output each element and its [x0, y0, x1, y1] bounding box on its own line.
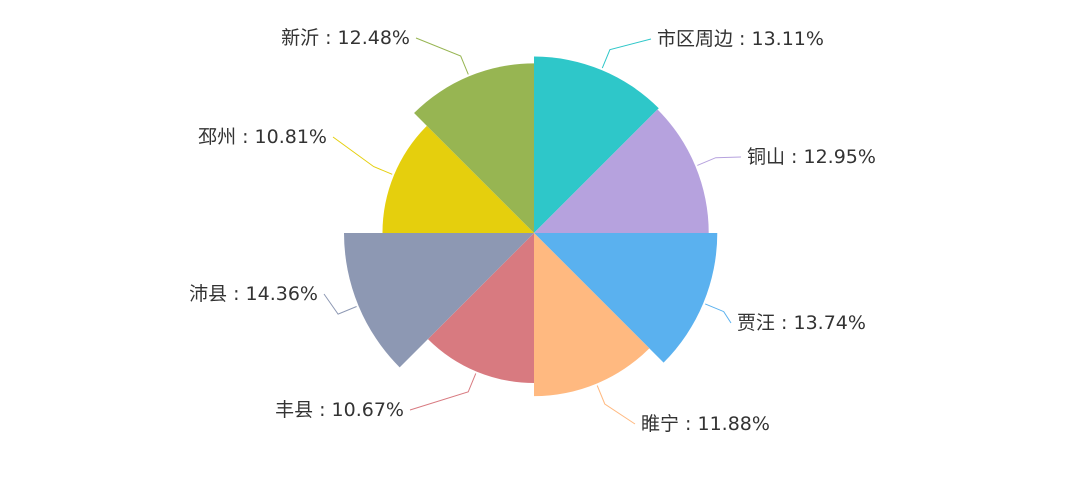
slice-label-3: 贾汪 : 13.74% — [737, 312, 866, 334]
leader-line-5 — [409, 373, 477, 411]
slice-5[interactable] — [427, 233, 534, 383]
leader-line-6 — [323, 293, 357, 315]
leader-line-8 — [415, 37, 469, 75]
slice-label-4: 睢宁 : 11.88% — [641, 413, 770, 435]
leader-line-1 — [601, 38, 652, 69]
labels-group: 市区周边 : 13.11% 铜山 : 12.95% 贾汪 : 13.74% 睢宁 : … — [189, 27, 876, 435]
slice-label-5: 丰县 : 10.67% — [275, 399, 404, 421]
slice-8[interactable] — [414, 63, 534, 233]
slice-label-6: 沛县 : 14.36% — [189, 283, 318, 305]
slice-7[interactable] — [382, 125, 534, 233]
slice-label-7: 邳州 : 10.81% — [198, 126, 327, 148]
slice-3[interactable] — [534, 233, 718, 363]
slice-6[interactable] — [344, 233, 534, 368]
slice-label-2: 铜山 : 12.95% — [747, 146, 876, 168]
slice-label-1: 市区周边 : 13.11% — [657, 28, 824, 50]
slice-4[interactable] — [534, 233, 650, 397]
slice-label-8: 新沂 : 12.48% — [281, 27, 410, 49]
leader-lines-group — [323, 37, 742, 425]
leader-line-4 — [596, 385, 636, 425]
leader-line-3 — [705, 303, 732, 324]
slices-group — [344, 56, 718, 397]
slice-1[interactable] — [534, 56, 659, 233]
leader-line-2 — [697, 156, 742, 166]
slice-2[interactable] — [534, 109, 709, 233]
leader-line-7 — [332, 136, 393, 175]
